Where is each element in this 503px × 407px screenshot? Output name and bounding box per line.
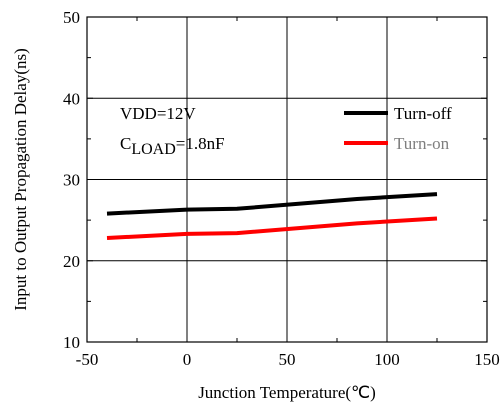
x-tick-label: 100 <box>374 350 400 369</box>
legend: Turn-off Turn-on <box>344 104 452 153</box>
legend-label-turn-off: Turn-off <box>394 104 452 123</box>
tick-layer <box>86 16 488 343</box>
annotation-cload-sub: LOAD <box>131 141 175 158</box>
annotation-cload-value: =1.8nF <box>176 134 225 153</box>
series-line-turn-on <box>106 216 438 240</box>
series-line-turn-off <box>106 192 438 216</box>
annotation-cload: CLOAD=1.8nF <box>120 134 225 158</box>
grid-layer <box>87 17 487 342</box>
x-tick-label: -50 <box>76 350 99 369</box>
y-tick-label: 50 <box>63 8 80 27</box>
y-tick-label: 10 <box>63 333 80 352</box>
label-layer: -50 0 50 100 150 10 20 30 40 50 <box>63 8 500 369</box>
y-tick-label: 40 <box>63 89 80 108</box>
series-layer <box>106 192 438 240</box>
x-tick-label: 0 <box>183 350 192 369</box>
y-tick-label: 30 <box>63 171 80 190</box>
x-tick-label: 50 <box>279 350 296 369</box>
annotation-cload-base: C <box>120 134 131 153</box>
y-axis-label: Input to Output Propagation Delay(ns) <box>11 48 30 311</box>
y-tick-label: 20 <box>63 252 80 271</box>
legend-label-turn-on: Turn-on <box>394 134 450 153</box>
x-axis-label: Junction Temperature(℃) <box>198 383 376 402</box>
x-tick-label: 150 <box>474 350 500 369</box>
annotation-vdd: VDD=12V <box>120 104 196 123</box>
